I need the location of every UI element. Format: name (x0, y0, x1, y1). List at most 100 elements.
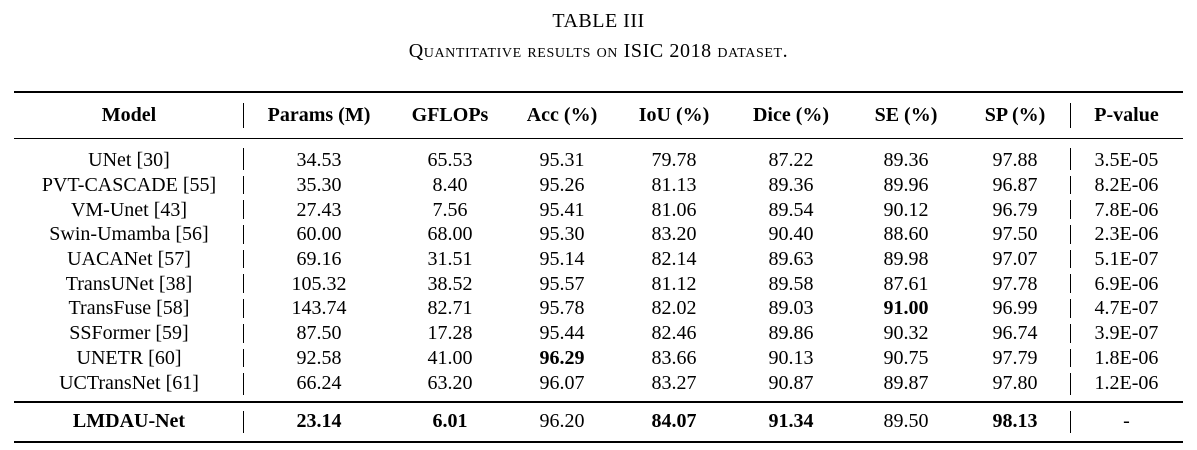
cell-acc: 95.57 (539, 272, 585, 295)
cell-gflops: 7.56 (432, 198, 468, 221)
cell-sp: 97.80 (992, 371, 1038, 394)
cell-params: 105.32 (291, 272, 347, 295)
table-row: TransFuse [58] 143.74 82.71 95.78 82.02 … (14, 296, 1183, 321)
cell-dice: 89.86 (768, 322, 814, 345)
cell-model: UNet [30] (14, 139, 244, 173)
cell-iou: 79.78 (651, 149, 697, 172)
cell-params: 87.50 (296, 322, 342, 345)
cell-dice: 90.87 (768, 371, 814, 394)
table-row: UACANet [57] 69.16 31.51 95.14 82.14 89.… (14, 247, 1183, 272)
cell-dice: 90.40 (768, 223, 814, 246)
cell-model: Swin-Umamba [56] (14, 222, 244, 247)
cell-acc: 95.78 (539, 297, 585, 320)
cell-pvalue: 6.9E-06 (1070, 271, 1183, 296)
cell-model: TransFuse [58] (14, 296, 244, 321)
cell-gflops: 82.71 (427, 297, 473, 320)
header-pvalue: P-value (1070, 91, 1183, 139)
cell-gflops: 68.00 (427, 223, 473, 246)
cell-dice: 90.13 (768, 346, 814, 369)
cell-pvalue: 3.5E-05 (1070, 139, 1183, 173)
cell-pvalue: 8.2E-06 (1070, 173, 1183, 198)
cell-gflops: 63.20 (427, 371, 473, 394)
cell-se: 90.75 (883, 346, 929, 369)
header-se: SE (%) (852, 91, 960, 139)
table-row: SSFormer [59] 87.50 17.28 95.44 82.46 89… (14, 321, 1183, 346)
cell-pvalue: 7.8E-06 (1070, 197, 1183, 222)
cell-model: UNETR [60] (14, 346, 244, 371)
cell-acc: 95.44 (539, 322, 585, 345)
cell-model: TransUNet [38] (14, 271, 244, 296)
cell-pvalue: 2.3E-06 (1070, 222, 1183, 247)
cell-sp: 96.87 (992, 174, 1038, 197)
cell-pvalue: 3.9E-07 (1070, 321, 1183, 346)
cell-se: 89.87 (883, 371, 929, 394)
table-row: UNETR [60] 92.58 41.00 96.29 83.66 90.13… (14, 346, 1183, 371)
cell-sp: 97.50 (992, 223, 1038, 246)
cell-params: 69.16 (296, 248, 342, 271)
cell-se-best: 91.00 (883, 297, 929, 320)
proposed-method-row: LMDAU-Net 23.14 6.01 96.20 84.07 91.34 8… (14, 400, 1183, 443)
cell-gflops-best: 6.01 (394, 400, 506, 443)
cell-params-best: 23.14 (244, 400, 394, 443)
header-dice: Dice (%) (730, 91, 852, 139)
cell-se: 89.98 (883, 248, 929, 271)
cell-gflops: 65.53 (427, 149, 473, 172)
cell-model: PVT-CASCADE [55] (14, 173, 244, 198)
cell-acc: 95.31 (539, 149, 585, 172)
cell-iou: 83.20 (651, 223, 697, 246)
cell-pvalue: 5.1E-07 (1070, 247, 1183, 272)
table-row: UCTransNet [61] 66.24 63.20 96.07 83.27 … (14, 370, 1183, 402)
cell-params: 35.30 (296, 174, 342, 197)
header-params: Params (M) (244, 91, 394, 139)
cell-params: 27.43 (296, 198, 342, 221)
cell-model: LMDAU-Net (14, 400, 244, 443)
cell-se: 89.96 (883, 174, 929, 197)
cell-acc: 96.07 (539, 371, 585, 394)
table-row: TransUNet [38] 105.32 38.52 95.57 81.12 … (14, 271, 1183, 296)
cell-se: 89.50 (852, 400, 960, 443)
cell-iou-best: 84.07 (618, 400, 730, 443)
cell-model: UACANet [57] (14, 247, 244, 272)
cell-pvalue: - (1070, 400, 1183, 443)
cell-iou: 81.13 (651, 174, 697, 197)
cell-iou: 82.14 (651, 248, 697, 271)
cell-pvalue: 1.2E-06 (1070, 370, 1183, 402)
header-acc: Acc (%) (506, 91, 618, 139)
cell-acc: 95.41 (539, 198, 585, 221)
header-iou: IoU (%) (618, 91, 730, 139)
cell-gflops: 8.40 (432, 174, 468, 197)
cell-params: 143.74 (291, 297, 347, 320)
results-table: Model Params (M) GFLOPs Acc (%) IoU (%) … (14, 91, 1183, 443)
cell-dice: 89.03 (768, 297, 814, 320)
header-model: Model (14, 91, 244, 139)
cell-params: 60.00 (296, 223, 342, 246)
cell-sp: 97.88 (992, 149, 1038, 172)
cell-gflops: 17.28 (427, 322, 473, 345)
cell-se: 87.61 (883, 272, 929, 295)
cell-sp: 97.78 (992, 272, 1038, 295)
cell-pvalue: 1.8E-06 (1070, 346, 1183, 371)
cell-dice: 89.36 (768, 174, 814, 197)
cell-se: 88.60 (883, 223, 929, 246)
cell-sp: 96.99 (992, 297, 1038, 320)
cell-dice-best: 91.34 (730, 400, 852, 443)
cell-model: UCTransNet [61] (14, 370, 244, 402)
cell-iou: 82.02 (651, 297, 697, 320)
cell-gflops: 41.00 (427, 346, 473, 369)
cell-iou: 81.06 (651, 198, 697, 221)
cell-iou: 81.12 (651, 272, 697, 295)
cell-acc: 95.26 (539, 174, 585, 197)
cell-gflops: 31.51 (427, 248, 473, 271)
cell-params: 92.58 (296, 346, 342, 369)
cell-params: 34.53 (296, 149, 342, 172)
table-row: Swin-Umamba [56] 60.00 68.00 95.30 83.20… (14, 222, 1183, 247)
cell-sp-best: 98.13 (960, 400, 1070, 443)
cell-iou: 83.66 (651, 346, 697, 369)
cell-acc: 95.14 (539, 248, 585, 271)
cell-acc-best: 96.29 (539, 346, 585, 369)
table-row: PVT-CASCADE [55] 35.30 8.40 95.26 81.13 … (14, 173, 1183, 198)
cell-se: 90.32 (883, 322, 929, 345)
table-row: UNet [30] 34.53 65.53 95.31 79.78 87.22 … (14, 139, 1183, 173)
cell-se: 89.36 (883, 149, 929, 172)
cell-sp: 96.79 (992, 198, 1038, 221)
